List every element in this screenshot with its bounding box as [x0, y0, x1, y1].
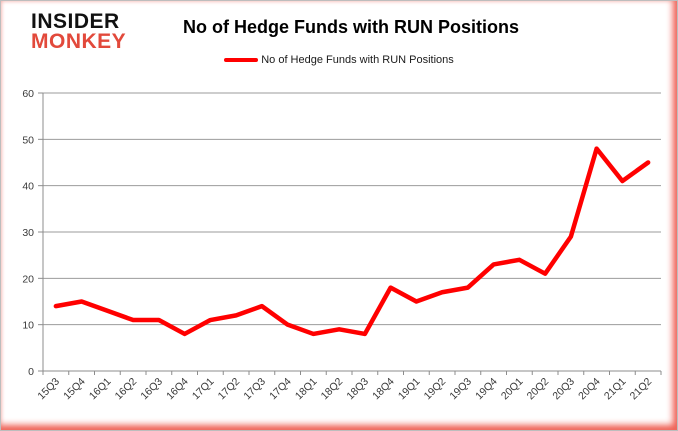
chart-title: No of Hedge Funds with RUN Positions: [183, 17, 519, 37]
x-tick-label: 17Q2: [216, 376, 243, 403]
x-tick-label: 19Q3: [447, 376, 474, 403]
x-tick-label: 19Q4: [473, 376, 500, 403]
x-tick-label: 16Q2: [113, 376, 140, 403]
logo-line-monkey: MONKEY: [31, 29, 127, 53]
x-tick-label: 20Q3: [550, 376, 577, 403]
x-tick-label: 20Q4: [576, 376, 603, 403]
x-tick-label: 19Q2: [422, 376, 449, 403]
x-tick-label: 21Q1: [602, 376, 629, 403]
y-tick-label: 60: [22, 88, 34, 100]
x-tick-label: 18Q3: [344, 376, 371, 403]
legend-label: No of Hedge Funds with RUN Positions: [261, 54, 454, 66]
x-tick-label: 16Q3: [138, 376, 165, 403]
x-tick-label: 15Q4: [61, 376, 88, 403]
x-tick-label: 17Q3: [241, 376, 268, 403]
x-tick-label: 18Q2: [319, 376, 346, 403]
insider-monkey-logo: INSIDER MONKEY: [31, 10, 127, 53]
x-tick-label: 21Q2: [628, 376, 655, 403]
y-tick-label: 40: [22, 181, 34, 193]
legend-line-icon: [224, 58, 259, 62]
x-tick-label: 20Q1: [499, 376, 526, 403]
x-tick-label: 15Q3: [35, 376, 62, 403]
x-tick-label: 18Q4: [370, 376, 397, 403]
x-tick-label: 17Q1: [190, 376, 217, 403]
series-line: [53, 146, 651, 337]
x-tick-label: 20Q2: [525, 376, 552, 403]
legend: No of Hedge Funds with RUN Positions: [1, 54, 677, 66]
y-tick-label: 30: [22, 227, 34, 239]
x-tick-label: 18Q1: [293, 376, 320, 403]
y-tick-label: 20: [22, 273, 34, 285]
x-tick-label: 17Q4: [267, 376, 294, 403]
y-tick-label: 0: [28, 366, 34, 378]
logo-line-insider: INSIDER: [31, 10, 120, 33]
x-tick-label: 19Q1: [396, 376, 423, 403]
y-tick-label: 10: [22, 320, 34, 332]
y-tick-label: 50: [22, 134, 34, 146]
x-tick-label: 16Q1: [87, 376, 114, 403]
x-tick-label: 16Q4: [164, 376, 191, 403]
